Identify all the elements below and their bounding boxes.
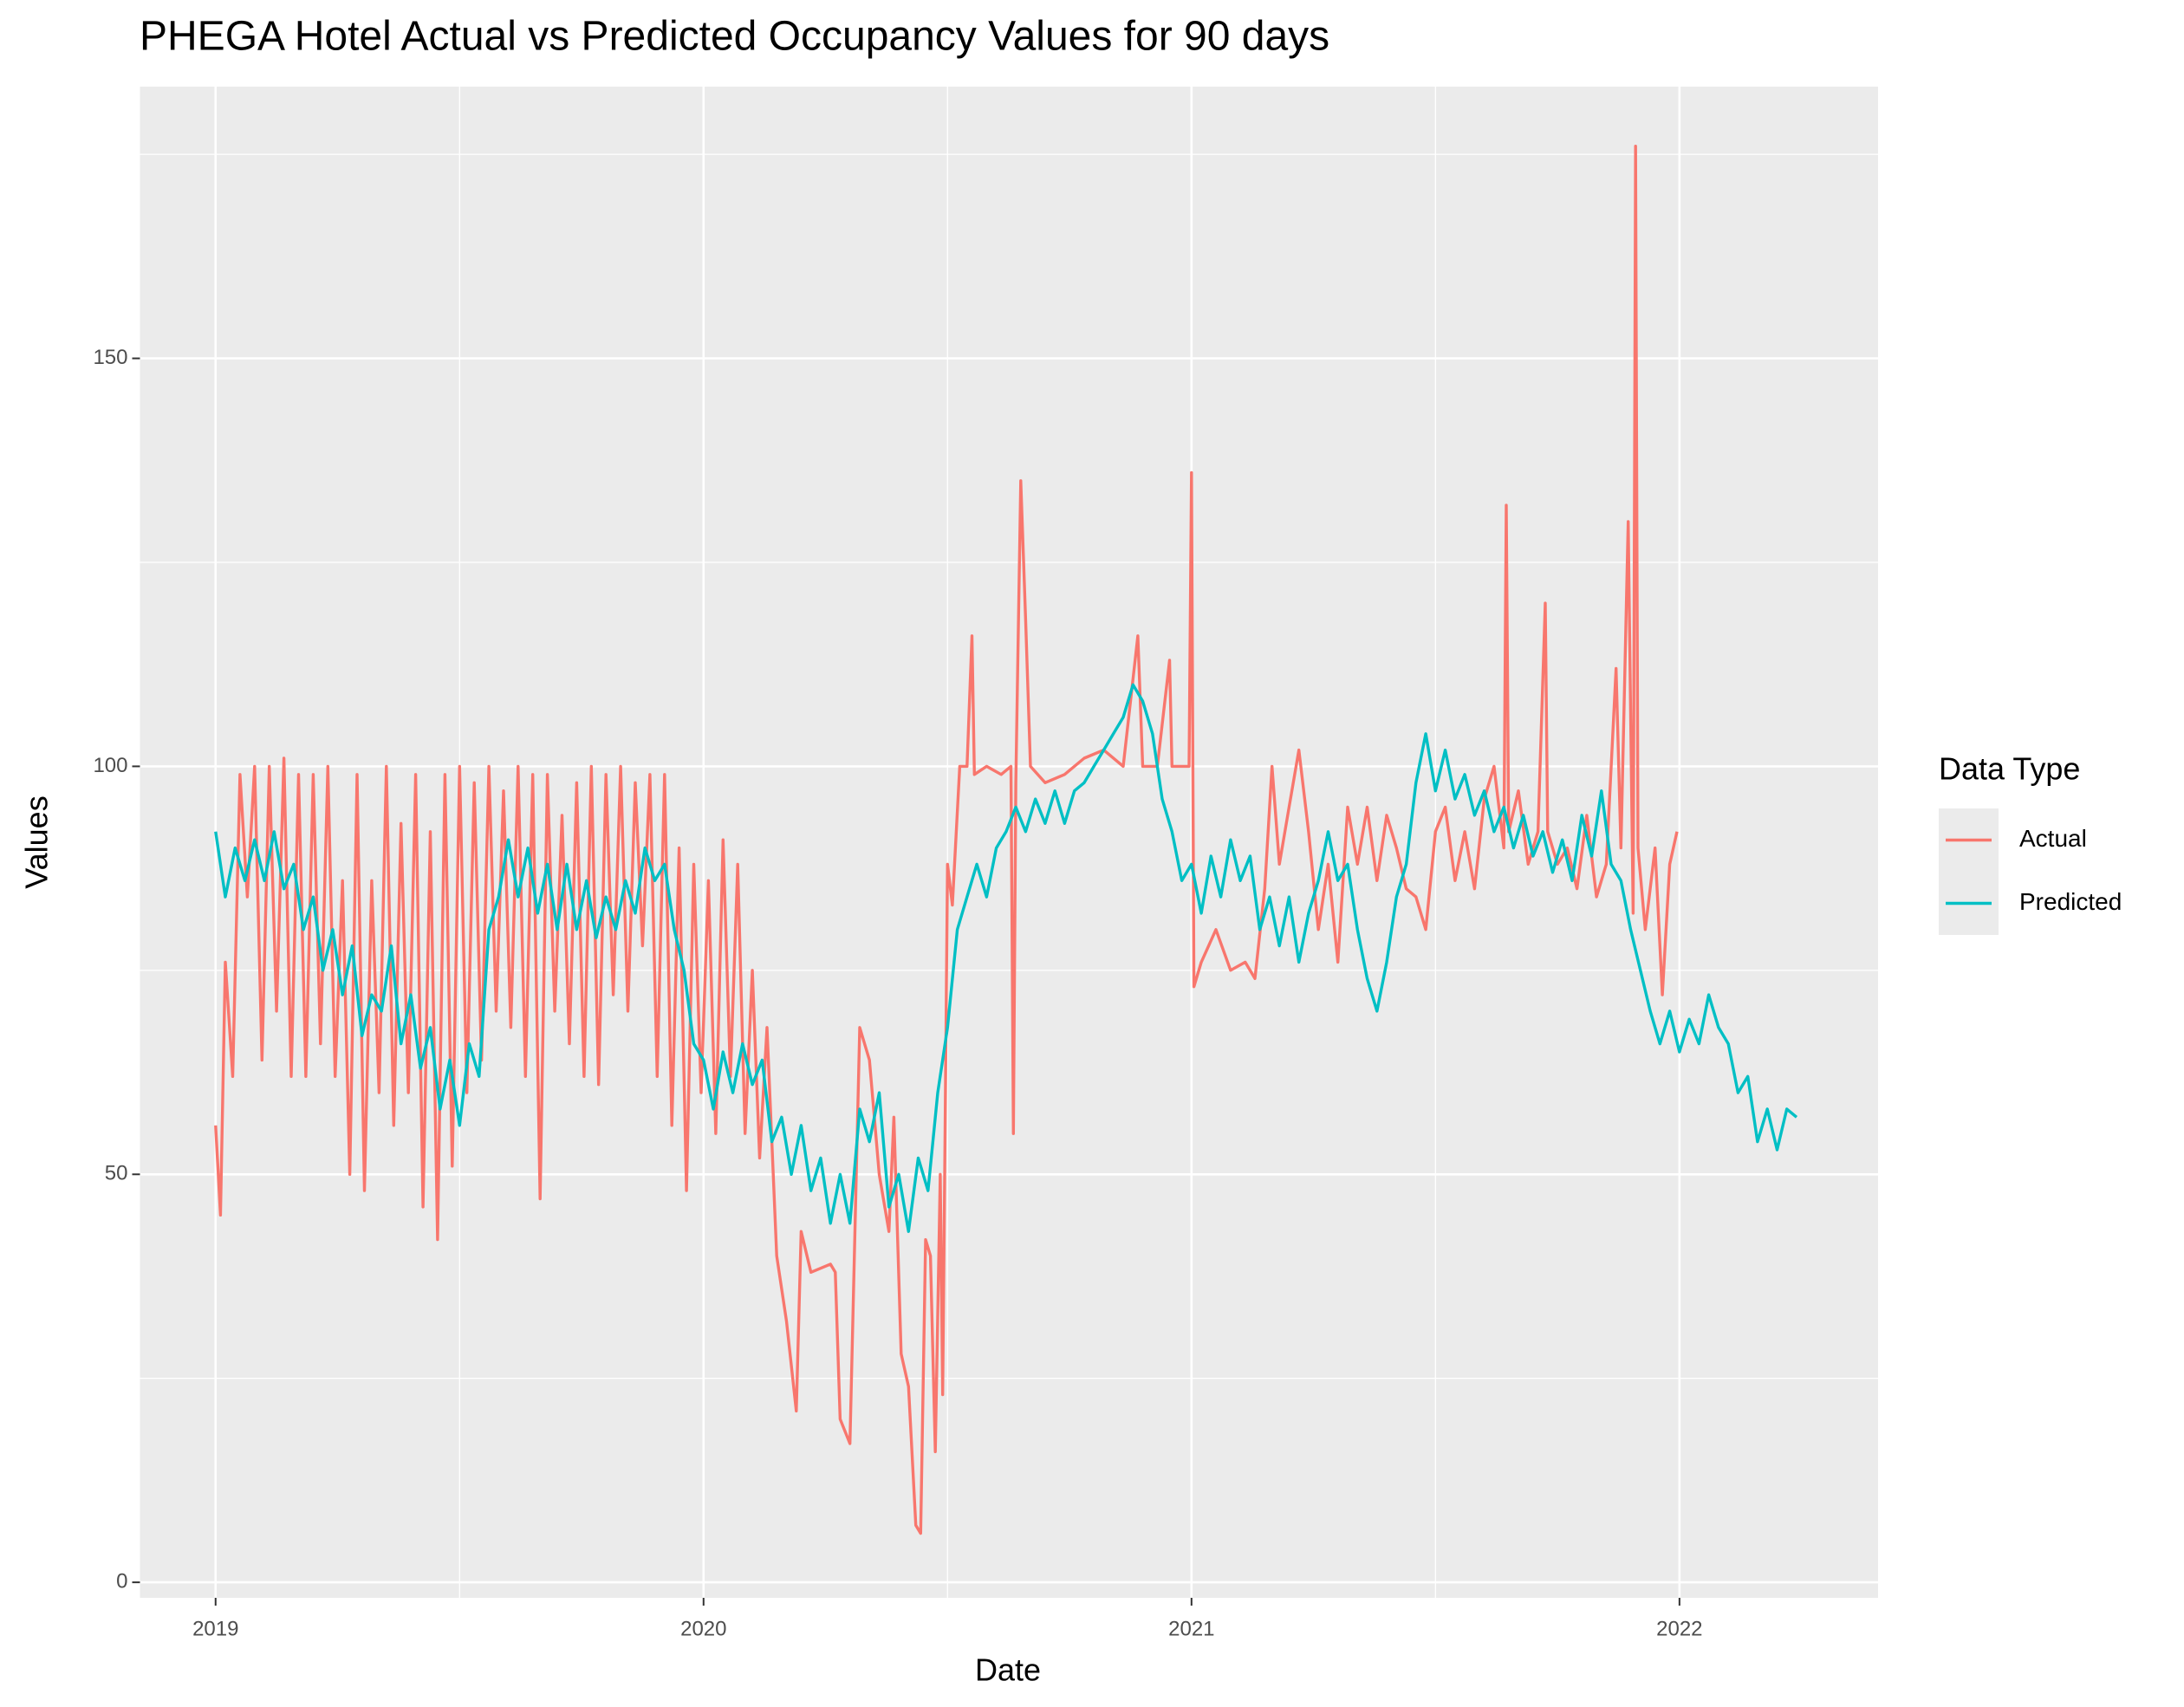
legend-label: Predicted <box>2019 888 2122 915</box>
x-axis-title: Date <box>975 1652 1041 1688</box>
legend-label: Actual <box>2019 825 2087 852</box>
y-tick-label: 100 <box>93 754 127 777</box>
x-tick-label: 2022 <box>1656 1617 1702 1640</box>
series-line <box>214 683 1798 1233</box>
y-axis-title: Values <box>19 795 55 888</box>
chart-title: PHEGA Hotel Actual vs Predicted Occupanc… <box>140 14 1329 60</box>
x-tick-label: 2019 <box>192 1617 238 1640</box>
x-tick-label: 2020 <box>680 1617 726 1640</box>
x-tick-label: 2021 <box>1168 1617 1214 1640</box>
y-tick-label: 0 <box>116 1569 127 1593</box>
legend-title: Data Type <box>1939 751 2080 787</box>
y-tick-label: 50 <box>105 1162 128 1185</box>
series-line <box>214 145 1679 1535</box>
y-tick-label: 150 <box>93 346 127 369</box>
